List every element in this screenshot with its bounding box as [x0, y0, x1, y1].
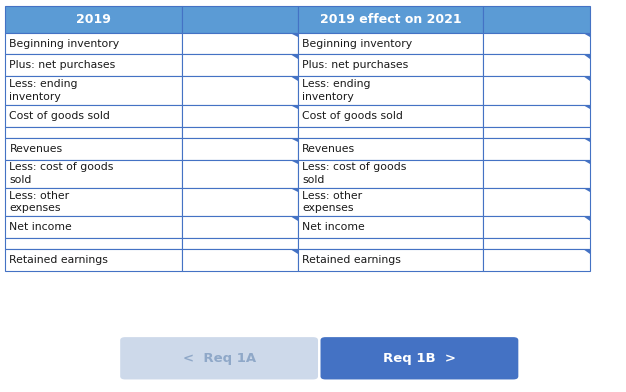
Text: Net income: Net income	[9, 222, 72, 232]
FancyBboxPatch shape	[182, 188, 298, 216]
Polygon shape	[583, 33, 590, 37]
FancyBboxPatch shape	[5, 238, 182, 249]
FancyBboxPatch shape	[5, 33, 182, 54]
FancyBboxPatch shape	[298, 76, 483, 105]
Text: Req 1B  >: Req 1B >	[383, 352, 456, 365]
Text: Beginning inventory: Beginning inventory	[9, 38, 120, 49]
Polygon shape	[583, 160, 590, 164]
FancyBboxPatch shape	[483, 138, 590, 160]
Polygon shape	[290, 216, 298, 221]
FancyBboxPatch shape	[298, 238, 483, 249]
Text: Less: other
expenses: Less: other expenses	[9, 191, 69, 213]
FancyBboxPatch shape	[182, 54, 298, 76]
Text: Beginning inventory: Beginning inventory	[302, 38, 412, 49]
FancyBboxPatch shape	[182, 238, 298, 249]
Text: 2019 effect on 2021: 2019 effect on 2021	[319, 13, 461, 26]
FancyBboxPatch shape	[298, 54, 483, 76]
FancyBboxPatch shape	[483, 105, 590, 127]
FancyBboxPatch shape	[483, 6, 590, 33]
FancyBboxPatch shape	[5, 6, 182, 33]
Polygon shape	[290, 160, 298, 164]
Polygon shape	[583, 249, 590, 254]
FancyBboxPatch shape	[182, 6, 298, 33]
Text: Cost of goods sold: Cost of goods sold	[9, 111, 110, 121]
FancyBboxPatch shape	[298, 188, 483, 216]
Text: Less: ending
inventory: Less: ending inventory	[9, 79, 78, 102]
FancyBboxPatch shape	[298, 105, 483, 127]
Text: Retained earnings: Retained earnings	[9, 255, 108, 265]
Polygon shape	[290, 249, 298, 254]
Text: Less: cost of goods
sold: Less: cost of goods sold	[302, 162, 406, 185]
FancyBboxPatch shape	[182, 138, 298, 160]
Text: Less: other
expenses: Less: other expenses	[302, 191, 362, 213]
Text: Net income: Net income	[302, 222, 365, 232]
Text: Less: cost of goods
sold: Less: cost of goods sold	[9, 162, 114, 185]
Text: Less: ending
inventory: Less: ending inventory	[302, 79, 371, 102]
FancyBboxPatch shape	[5, 54, 182, 76]
FancyBboxPatch shape	[182, 249, 298, 271]
FancyBboxPatch shape	[182, 105, 298, 127]
Text: <  Req 1A: < Req 1A	[183, 352, 255, 365]
FancyBboxPatch shape	[182, 160, 298, 188]
FancyBboxPatch shape	[298, 249, 483, 271]
FancyBboxPatch shape	[5, 105, 182, 127]
FancyBboxPatch shape	[5, 188, 182, 216]
Polygon shape	[290, 105, 298, 109]
FancyBboxPatch shape	[182, 76, 298, 105]
Text: Retained earnings: Retained earnings	[302, 255, 401, 265]
FancyBboxPatch shape	[5, 127, 182, 138]
Polygon shape	[290, 188, 298, 192]
Text: Cost of goods sold: Cost of goods sold	[302, 111, 403, 121]
FancyBboxPatch shape	[5, 249, 182, 271]
Polygon shape	[290, 54, 298, 59]
Polygon shape	[290, 33, 298, 37]
Polygon shape	[583, 105, 590, 109]
FancyBboxPatch shape	[483, 216, 590, 238]
FancyBboxPatch shape	[483, 54, 590, 76]
FancyBboxPatch shape	[5, 216, 182, 238]
FancyBboxPatch shape	[321, 337, 518, 379]
FancyBboxPatch shape	[5, 160, 182, 188]
FancyBboxPatch shape	[182, 127, 298, 138]
Polygon shape	[290, 76, 298, 81]
FancyBboxPatch shape	[483, 249, 590, 271]
FancyBboxPatch shape	[483, 238, 590, 249]
Text: Plus: net purchases: Plus: net purchases	[9, 60, 116, 71]
Text: Revenues: Revenues	[9, 143, 63, 154]
FancyBboxPatch shape	[483, 188, 590, 216]
FancyBboxPatch shape	[298, 6, 483, 33]
Polygon shape	[583, 216, 590, 221]
FancyBboxPatch shape	[5, 138, 182, 160]
Polygon shape	[583, 76, 590, 81]
FancyBboxPatch shape	[298, 160, 483, 188]
Text: 2019: 2019	[76, 13, 111, 26]
FancyBboxPatch shape	[120, 337, 318, 379]
FancyBboxPatch shape	[298, 33, 483, 54]
FancyBboxPatch shape	[298, 138, 483, 160]
FancyBboxPatch shape	[5, 76, 182, 105]
Text: Revenues: Revenues	[302, 143, 355, 154]
FancyBboxPatch shape	[483, 33, 590, 54]
FancyBboxPatch shape	[182, 216, 298, 238]
Polygon shape	[290, 138, 298, 142]
FancyBboxPatch shape	[182, 33, 298, 54]
FancyBboxPatch shape	[483, 76, 590, 105]
FancyBboxPatch shape	[298, 216, 483, 238]
Polygon shape	[583, 188, 590, 192]
Polygon shape	[583, 138, 590, 142]
FancyBboxPatch shape	[483, 160, 590, 188]
FancyBboxPatch shape	[483, 127, 590, 138]
FancyBboxPatch shape	[298, 127, 483, 138]
Polygon shape	[583, 54, 590, 59]
Text: Plus: net purchases: Plus: net purchases	[302, 60, 408, 71]
